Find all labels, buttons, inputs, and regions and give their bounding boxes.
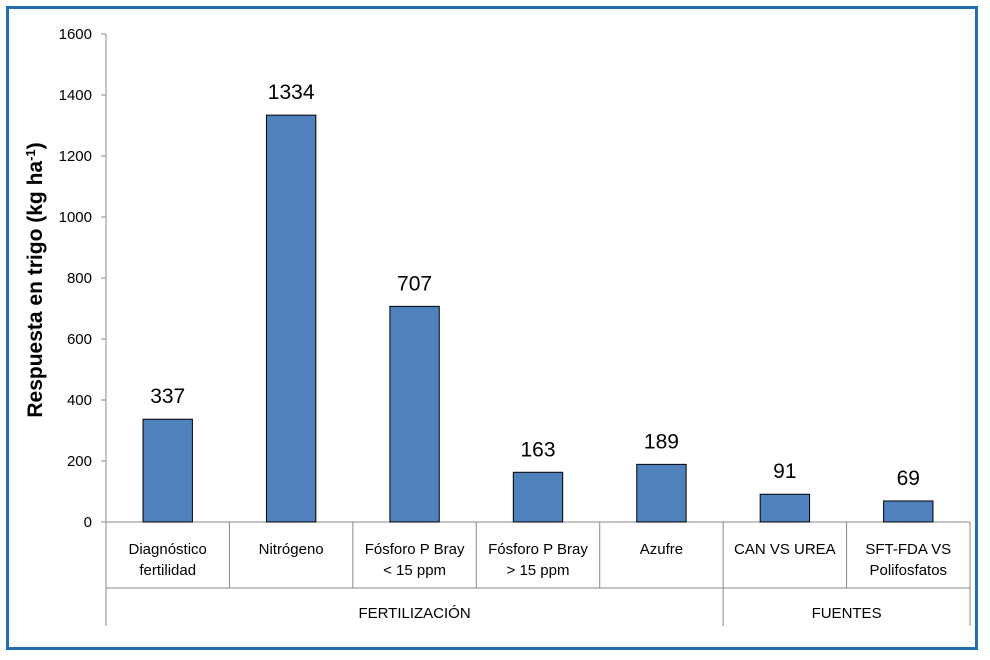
- y-tick-label: 1400: [59, 87, 92, 104]
- data-label: 1334: [268, 81, 315, 104]
- x-tick-label: > 15 ppm: [507, 562, 570, 579]
- group-label: FUENTES: [812, 605, 882, 622]
- data-label: 163: [520, 438, 555, 461]
- y-tick-label: 0: [84, 514, 92, 531]
- bar: [265, 114, 317, 523]
- y-tick-label: 800: [67, 270, 92, 287]
- x-tick-label: fertilidad: [139, 562, 196, 579]
- y-tick-label: 400: [67, 392, 92, 409]
- bar: [636, 463, 687, 523]
- axes: 0 200 400 600 800 1000 1200 1400 1600: [59, 26, 971, 626]
- x-tick-label: Fósforo P Bray: [365, 541, 465, 558]
- x-tick-label: CAN VS UREA: [734, 541, 836, 558]
- chart-frame: [6, 6, 978, 650]
- x-tick-label: SFT-FDA VS: [865, 541, 951, 558]
- y-tick-label: 1000: [59, 209, 92, 226]
- bar: [142, 418, 193, 523]
- x-tick-label: Azufre: [640, 541, 683, 558]
- y-tick-label: 1200: [59, 148, 92, 165]
- x-tick-label: Nitrógeno: [259, 541, 324, 558]
- x-tick-label: Diagnóstico: [129, 541, 207, 558]
- y-tick-label: 1600: [59, 26, 92, 43]
- x-tick-label: Fósforo P Bray: [488, 541, 588, 558]
- bars: [142, 114, 934, 523]
- bar: [759, 493, 811, 523]
- data-label: 91: [773, 460, 796, 483]
- y-axis-title: Respuesta en trigo (kg ha-1): [23, 142, 48, 417]
- y-tick-label: 200: [67, 453, 92, 470]
- bar: [389, 305, 440, 523]
- y-tick-label: 600: [67, 331, 92, 348]
- group-label: FERTILIZACIÓN: [358, 605, 470, 622]
- data-label: 189: [644, 430, 679, 453]
- data-label: 707: [397, 272, 432, 295]
- x-tick-label: Polifosfatos: [870, 562, 948, 579]
- data-label: 337: [150, 385, 185, 408]
- data-label: 69: [897, 467, 920, 490]
- labels: 337 Diagnóstico fertilidad 1334 Nitrógeno 707…: [129, 81, 952, 622]
- x-tick-label: < 15 ppm: [383, 562, 446, 579]
- bar: [512, 471, 564, 523]
- bar: [883, 500, 934, 523]
